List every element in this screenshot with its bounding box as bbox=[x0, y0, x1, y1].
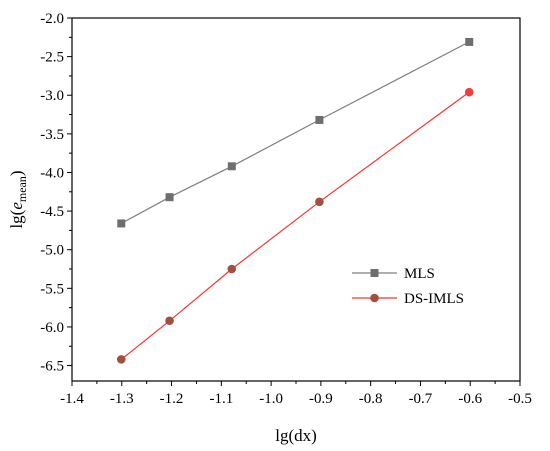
legend-label: DS-IMLS bbox=[404, 291, 464, 307]
series-layer bbox=[116, 37, 474, 364]
x-tick-label: -1.1 bbox=[209, 391, 233, 407]
y-axis-title-prefix: lg( bbox=[7, 209, 26, 228]
y-axis-title-suffix: ) bbox=[7, 170, 26, 176]
data-point bbox=[227, 162, 236, 171]
y-tick-label: -2.5 bbox=[40, 50, 64, 66]
y-tick-label: -3.0 bbox=[40, 88, 64, 104]
y-axis-title: lg(emean) bbox=[7, 170, 29, 228]
legend-marker bbox=[370, 269, 379, 277]
y-tick-label: -4.0 bbox=[40, 165, 64, 181]
x-tick-label: -0.8 bbox=[359, 391, 383, 407]
data-point bbox=[464, 87, 474, 97]
y-tick-label: -6.5 bbox=[40, 359, 64, 375]
x-tick-label: -0.5 bbox=[508, 391, 532, 407]
x-tick-label: -0.9 bbox=[309, 391, 333, 407]
x-tick-label: -1.0 bbox=[259, 391, 283, 407]
data-point bbox=[315, 197, 324, 207]
x-tick-label: -1.4 bbox=[60, 391, 84, 407]
x-tick-label: -1.2 bbox=[160, 391, 184, 407]
y-axis-title-symbol: e bbox=[7, 202, 26, 210]
x-tick-label: -0.7 bbox=[409, 391, 433, 407]
y-tick-label: -2.0 bbox=[40, 11, 64, 27]
y-tick-label: -5.5 bbox=[40, 281, 64, 297]
y-tick-label: -5.0 bbox=[40, 243, 64, 259]
y-tick-label: -3.5 bbox=[40, 127, 64, 143]
y-tick-label: -4.5 bbox=[40, 204, 64, 220]
data-point bbox=[165, 316, 174, 326]
y-tick-label: -6.0 bbox=[40, 320, 64, 336]
data-point bbox=[227, 264, 237, 274]
tick-labels: -1.4 -1.3 -1.2 -1.1 -1.0 -0.9 -0.8 -0.7 -0.6 -0.5… bbox=[40, 11, 532, 407]
x-axis-title: lg(dx) bbox=[275, 426, 317, 445]
y-axis-title-subscript: mean bbox=[15, 176, 29, 202]
data-point bbox=[116, 355, 126, 364]
axis-ticks bbox=[67, 17, 521, 386]
x-tick-label: -0.6 bbox=[458, 391, 482, 407]
x-tick-label: -1.3 bbox=[110, 391, 134, 407]
data-point bbox=[315, 115, 324, 124]
data-point bbox=[117, 219, 126, 228]
data-point bbox=[465, 37, 474, 46]
legend-label: MLS bbox=[404, 266, 435, 282]
legend: MLS DS-IMLS bbox=[352, 266, 464, 307]
data-point bbox=[165, 193, 174, 202]
legend-marker bbox=[370, 293, 379, 303]
plot-frame bbox=[71, 17, 521, 382]
